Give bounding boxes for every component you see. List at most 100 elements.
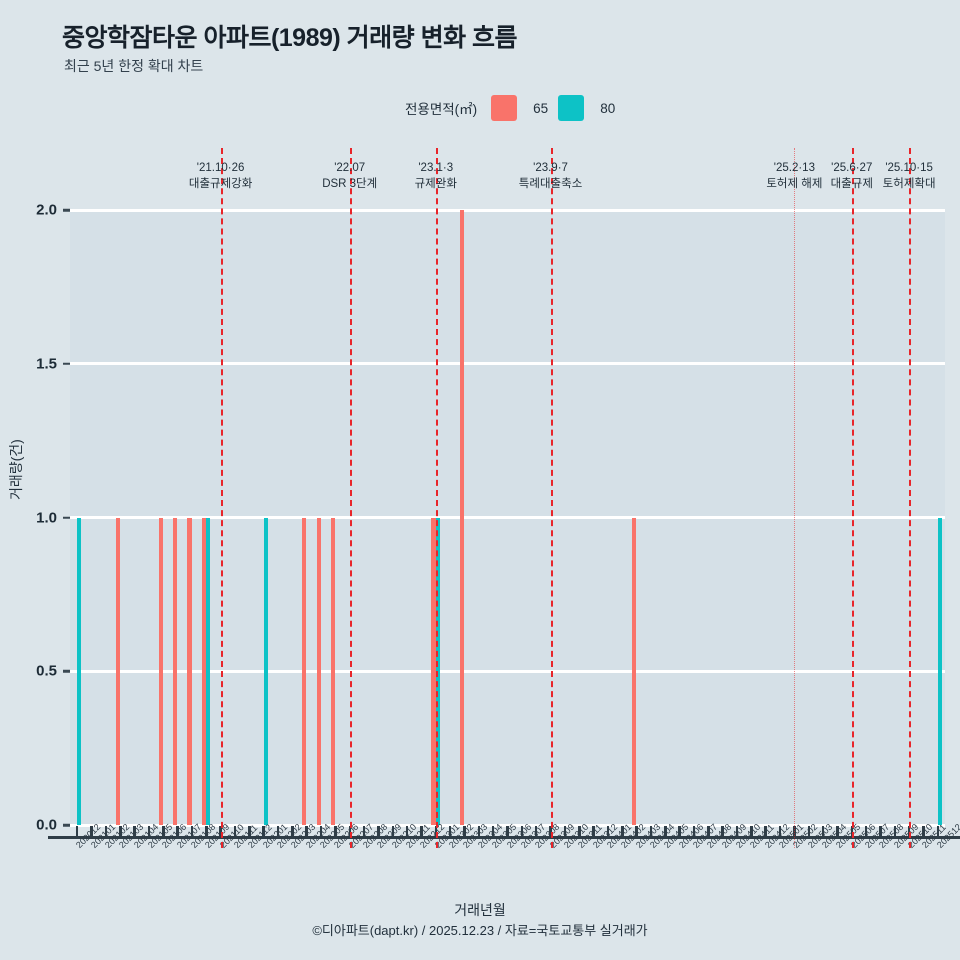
event-label-202301: '23.1·3 규제완화	[415, 160, 457, 192]
event-line-202309	[550, 148, 553, 848]
y-tick-label: 1.5	[36, 355, 57, 373]
x-tick-mark	[276, 826, 280, 839]
x-tick-mark	[506, 826, 509, 839]
y-tick-mark	[63, 208, 70, 212]
page-subtitle: 최근 5년 한정 확대 차트	[64, 58, 204, 74]
x-tick-mark	[621, 826, 624, 839]
event-label-202207: '22.07 DSR 3단계	[322, 160, 377, 192]
x-tick-mark	[377, 826, 380, 839]
x-tick-mark	[119, 826, 122, 839]
x-tick-mark	[90, 826, 93, 839]
event-line-202110	[220, 148, 223, 848]
grid-line	[70, 516, 945, 519]
event-name: 규제완화	[414, 178, 457, 190]
x-tick-mark	[176, 826, 179, 839]
event-label-202309: '23.9·7 특례대출축소	[519, 160, 582, 192]
bar-80-202301[interactable]	[435, 517, 440, 825]
x-tick-mark	[563, 826, 567, 839]
y-tick-label: 2.0	[36, 201, 57, 219]
x-tick-mark	[262, 826, 265, 839]
grid-line	[70, 208, 945, 212]
event-date: '25.10·15	[885, 162, 933, 174]
x-axis-title: 거래년월	[454, 902, 506, 918]
x-tick-mark	[821, 826, 825, 839]
x-tick-mark	[520, 826, 524, 839]
y-tick-label: 0.5	[36, 662, 57, 680]
bar-65-202107[interactable]	[173, 517, 178, 825]
event-label-202502: '25.2·13 토허제 해제	[766, 160, 822, 192]
x-tick-mark	[291, 826, 294, 839]
x-tick-mark	[162, 826, 165, 839]
event-label-202506: '25.6·27 대출규제	[831, 160, 873, 192]
x-tick-mark	[305, 826, 308, 839]
x-tick-mark	[319, 826, 323, 839]
x-tick-mark	[248, 826, 251, 839]
bar-80-202109[interactable]	[206, 517, 211, 825]
legend-swatch-65	[491, 95, 518, 121]
bar-65-202205[interactable]	[316, 517, 321, 825]
bar-65-202103[interactable]	[115, 517, 120, 825]
page-title: 중앙학잠타운 아파트(1989) 거래량 변화 흐름	[62, 24, 518, 52]
bar-65-202106[interactable]	[158, 517, 163, 825]
footer-credit: ©디아파트(dapt.kr) / 2025.12.23 / 자료=국토교통부 실…	[312, 923, 648, 938]
event-name: 대출규제강화	[188, 178, 253, 190]
event-line-202506	[851, 148, 854, 848]
x-tick-mark	[391, 826, 395, 839]
x-tick-mark	[635, 826, 638, 839]
event-date: '25.6·27	[831, 162, 873, 174]
x-tick-mark	[578, 826, 581, 839]
event-name: 대출규제	[830, 178, 873, 190]
x-tick-mark	[836, 826, 839, 839]
x-tick-mark	[477, 826, 481, 839]
x-tick-mark	[362, 826, 366, 839]
x-tick-mark	[735, 826, 739, 839]
x-tick-mark	[807, 826, 811, 839]
y-axis-title: 거래량(건)	[8, 439, 24, 500]
event-line-202510	[909, 148, 912, 848]
legend-title: 전용면적(㎡)	[405, 102, 478, 117]
x-tick-mark	[778, 826, 782, 839]
legend-item-65[interactable]: 65	[491, 95, 548, 121]
x-tick-mark	[936, 826, 940, 839]
grid-line	[70, 669, 945, 673]
bar-80-202512[interactable]	[937, 517, 942, 825]
event-line-202301	[435, 148, 438, 848]
bar-65-202109[interactable]	[201, 517, 206, 825]
x-tick-mark	[420, 826, 423, 839]
x-tick-mark	[692, 826, 696, 839]
y-tick-label: 1.0	[36, 509, 57, 526]
grid-line	[70, 823, 945, 827]
x-tick-mark	[606, 826, 610, 839]
x-tick-mark	[750, 826, 753, 839]
bar-65-202303[interactable]	[460, 210, 465, 825]
y-tick-mark	[63, 516, 70, 519]
event-label-202110: '21.10·26 대출규제강화	[189, 160, 252, 192]
x-tick-mark	[190, 826, 194, 839]
x-tick-mark	[592, 826, 595, 839]
x-tick-mark	[922, 826, 925, 839]
x-tick-mark	[233, 826, 237, 839]
bar-65-202403[interactable]	[632, 517, 637, 825]
event-name: 토허제확대	[882, 178, 936, 190]
x-tick-mark	[721, 826, 724, 839]
legend-label-80: 80	[600, 100, 616, 116]
bar-80-202201[interactable]	[263, 517, 268, 825]
y-tick-mark	[63, 670, 70, 673]
bar-80-202012[interactable]	[77, 517, 82, 825]
x-tick-mark	[534, 826, 538, 839]
x-tick-mark	[649, 826, 653, 839]
x-tick-mark	[147, 826, 151, 839]
bar-65-202108[interactable]	[187, 517, 192, 825]
x-tick-mark	[664, 826, 667, 839]
y-tick-mark	[63, 362, 70, 365]
x-tick-mark	[893, 826, 897, 839]
event-line-202502	[794, 148, 796, 848]
x-tick-mark	[864, 826, 868, 839]
bar-65-202301[interactable]	[431, 517, 436, 825]
event-date: '22.07	[334, 162, 366, 174]
bar-65-202206[interactable]	[330, 517, 336, 825]
event-name: DSR 3단계	[322, 178, 378, 190]
bar-65-202204[interactable]	[302, 517, 307, 825]
x-tick-mark	[678, 826, 681, 839]
legend-item-80[interactable]: 80	[558, 95, 615, 121]
